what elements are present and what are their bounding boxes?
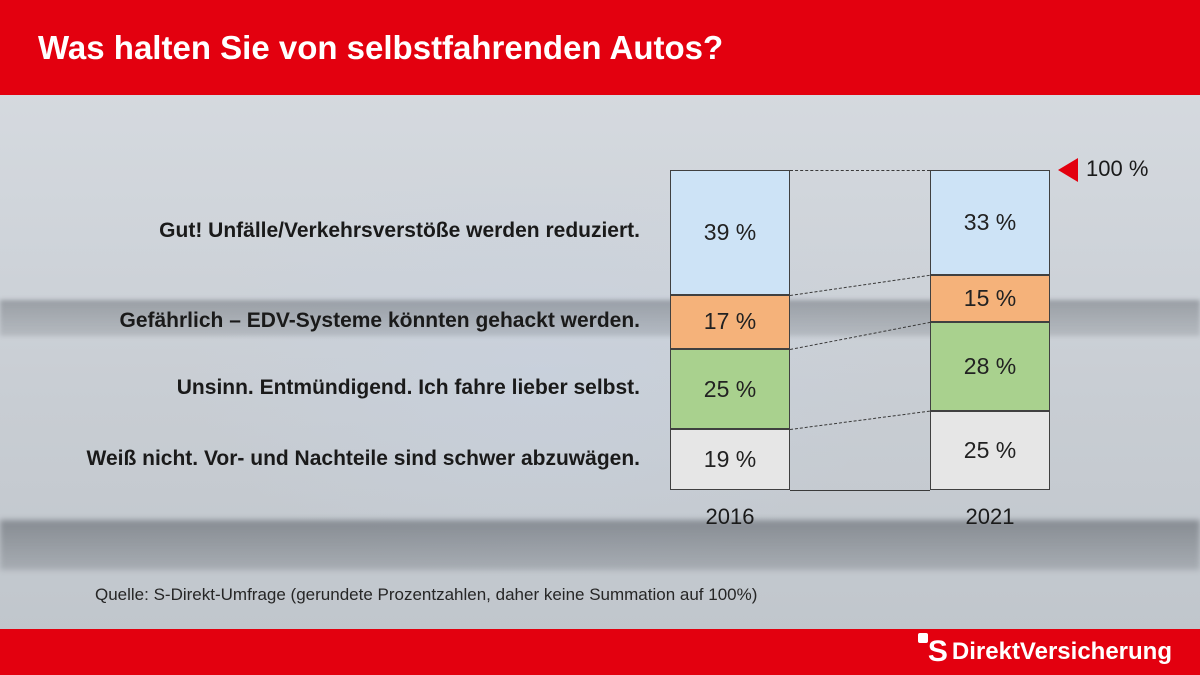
connector-line <box>790 490 930 491</box>
footer-bar: S DirektVersicherung <box>0 629 1200 675</box>
bar-segment: 33 % <box>930 170 1050 275</box>
bar-segment: 28 % <box>930 322 1050 411</box>
bar-value-label: 17 % <box>704 308 756 335</box>
category-label: Gefährlich – EDV-Systeme könnten gehackt… <box>0 309 640 333</box>
bar-segment: 39 % <box>670 170 790 295</box>
connector-line <box>790 170 930 171</box>
source-note: Quelle: S-Direkt-Umfrage (gerundete Proz… <box>95 585 757 605</box>
brand-logo-s: S <box>928 635 948 669</box>
category-label: Gut! Unfälle/Verkehrsverstöße werden red… <box>0 219 640 243</box>
bar-segment: 25 % <box>930 411 1050 490</box>
bar-value-label: 28 % <box>964 353 1016 380</box>
bar-value-label: 25 % <box>964 437 1016 464</box>
bar-segment: 15 % <box>930 275 1050 323</box>
page: Was halten Sie von selbstfahrenden Autos… <box>0 0 1200 675</box>
brand-logo-dot <box>918 633 928 643</box>
header-bar: Was halten Sie von selbstfahrenden Autos… <box>0 0 1200 95</box>
bar-value-label: 19 % <box>704 446 756 473</box>
bar-value-label: 25 % <box>704 376 756 403</box>
bar-value-label: 15 % <box>964 285 1016 312</box>
year-label: 2021 <box>930 504 1050 530</box>
bar-value-label: 39 % <box>704 219 756 246</box>
bar-segment: 19 % <box>670 429 790 490</box>
year-label: 2016 <box>670 504 790 530</box>
bar-value-label: 33 % <box>964 209 1016 236</box>
hundred-percent-label: 100 % <box>1086 156 1148 182</box>
page-title: Was halten Sie von selbstfahrenden Autos… <box>38 29 723 67</box>
bar-segment: 17 % <box>670 295 790 349</box>
category-label: Unsinn. Entmündigend. Ich fahre lieber s… <box>0 376 640 400</box>
bar-segment: 25 % <box>670 349 790 429</box>
brand-name: DirektVersicherung <box>952 638 1172 666</box>
category-label: Weiß nicht. Vor- und Nachteile sind schw… <box>0 447 640 471</box>
hundred-percent-marker-icon <box>1058 158 1078 182</box>
